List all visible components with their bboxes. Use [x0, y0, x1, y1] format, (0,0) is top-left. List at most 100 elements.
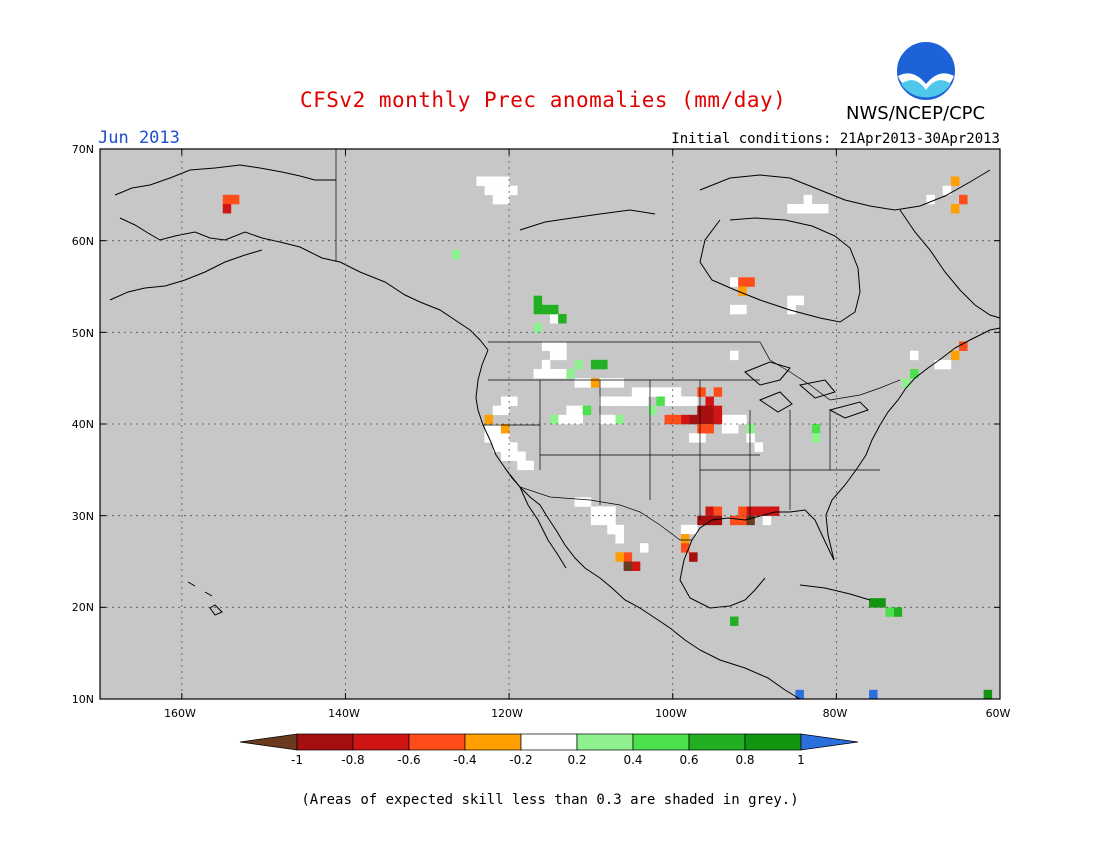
anomaly-grid: [222, 176, 993, 700]
neutral-cell: [910, 350, 919, 361]
map-frame: [99, 148, 1001, 700]
neutral-cell: [730, 350, 739, 361]
neutral-cell: [615, 378, 624, 388]
neutral-cell: [492, 176, 502, 186]
graticule: [100, 149, 1000, 699]
anomaly-cell: [950, 350, 960, 361]
lat-label: 30N: [71, 510, 94, 523]
political-boundaries: [335, 149, 901, 541]
anomaly-cell: [599, 359, 608, 370]
lon-label: 160W: [164, 707, 196, 720]
anomaly-cell: [648, 405, 657, 416]
neutral-cell: [934, 359, 944, 370]
neutral-cell: [942, 359, 952, 370]
anomaly-cell: [705, 396, 714, 406]
neutral-cell: [500, 396, 510, 406]
neutral-cell: [492, 442, 502, 452]
neutral-cell: [730, 414, 739, 425]
anomaly-cell: [738, 515, 747, 526]
lat-label: 60N: [71, 235, 94, 248]
neutral-cell: [811, 204, 821, 214]
neutral-cell: [689, 524, 698, 535]
neutral-cell: [721, 414, 731, 425]
anomaly-cell: [615, 414, 624, 425]
anomaly-cell: [950, 176, 960, 186]
anomaly-cell: [697, 515, 706, 526]
colorbar: [239, 733, 859, 751]
neutral-cell: [509, 451, 518, 461]
neutral-cell: [787, 295, 796, 306]
anomaly-cell: [230, 194, 240, 205]
neutral-cell: [550, 314, 559, 324]
anomaly-cell: [697, 424, 706, 434]
neutral-cell: [566, 414, 575, 425]
anomaly-cell: [550, 414, 559, 425]
colorbar-segment: [296, 733, 354, 751]
neutral-cell: [599, 378, 608, 388]
anomaly-cell: [738, 286, 747, 296]
neutral-cell: [509, 396, 518, 406]
neutral-cell: [631, 387, 641, 397]
neutral-cell: [664, 396, 674, 406]
anomaly-cell: [672, 414, 682, 425]
neutral-cell: [558, 369, 567, 379]
organization-label: NWS/NCEP/CPC: [846, 103, 986, 124]
lat-label: 20N: [71, 601, 94, 614]
anomaly-cell: [869, 598, 878, 608]
anomaly-cell: [533, 295, 543, 306]
anomaly-cell: [566, 369, 575, 379]
neutral-cell: [738, 414, 747, 425]
forecast-month: Jun 2013: [98, 128, 180, 148]
colorbar-label: 0.8: [735, 753, 755, 767]
colorbar-label: 1: [797, 753, 805, 767]
anomaly-cell: [746, 424, 755, 434]
neutral-cell: [648, 387, 657, 397]
anomaly-cell: [500, 424, 510, 434]
lat-label: 70N: [71, 143, 94, 156]
neutral-cell: [558, 350, 567, 361]
neutral-cell: [640, 387, 649, 397]
colorbar-segment: [688, 733, 746, 751]
neutral-cell: [730, 424, 739, 434]
anomaly-cell: [910, 369, 919, 379]
neutral-cell: [550, 350, 559, 361]
anomaly-cell: [713, 515, 723, 526]
neutral-cell: [590, 515, 600, 526]
anomaly-cell: [705, 424, 714, 434]
neutral-cell: [607, 414, 616, 425]
neutral-cell: [656, 387, 665, 397]
neutral-cell: [672, 396, 682, 406]
anomaly-cell: [770, 506, 780, 516]
anomaly-cell: [697, 405, 706, 416]
anomaly-cell: [623, 561, 633, 571]
anomaly-cell: [615, 552, 624, 562]
colorbar-label: -0.6: [397, 753, 421, 767]
anomaly-cell: [795, 689, 804, 700]
lon-label: 120W: [491, 707, 523, 720]
neutral-cell: [574, 378, 584, 388]
neutral-cell: [574, 414, 584, 425]
neutral-cell: [787, 304, 796, 315]
neutral-cell: [517, 460, 526, 471]
anomaly-cell: [680, 543, 690, 553]
neutral-cell: [509, 442, 518, 452]
neutral-cell: [754, 442, 764, 452]
neutral-cell: [680, 396, 690, 406]
anomaly-cell: [959, 194, 968, 205]
neutral-cell: [599, 414, 608, 425]
neutral-cell: [803, 204, 813, 214]
anomaly-cell: [746, 277, 755, 287]
neutral-cell: [574, 497, 584, 507]
neutral-cell: [926, 194, 935, 205]
anomaly-cell: [730, 616, 739, 626]
neutral-cell: [640, 396, 649, 406]
map-title: CFSv2 monthly Prec anomalies (mm/day): [300, 88, 787, 112]
anomaly-cell: [656, 396, 665, 406]
neutral-cell: [541, 369, 551, 379]
neutral-cell: [607, 378, 616, 388]
neutral-cell: [640, 543, 649, 553]
neutral-cell: [762, 515, 772, 526]
anomaly-cell: [222, 194, 232, 205]
colorbar-label: -0.4: [453, 753, 477, 767]
neutral-cell: [664, 387, 674, 397]
